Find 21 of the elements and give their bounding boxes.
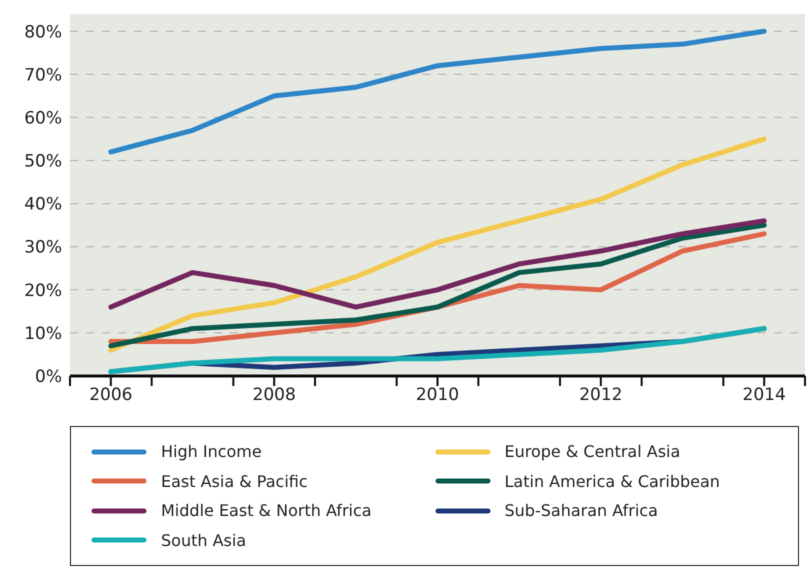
y-tick-label: 10% [24,324,62,344]
legend-label: Europe & Central Asia [504,442,680,462]
x-tick-label: 2012 [579,385,622,406]
legend-label: Latin America & Caribbean [504,472,720,491]
legend-label: Sub-Saharan Africa [504,501,658,520]
y-tick-label: 70% [24,65,62,86]
x-tick-label: 2010 [416,385,460,406]
y-tick-label: 0% [35,367,62,388]
x-tick-label: 2008 [252,385,296,406]
y-tick-label: 40% [24,194,62,215]
y-tick-label: 30% [24,238,62,258]
legend-label: South Asia [161,530,246,550]
x-tick-label: 2006 [89,385,132,406]
y-tick-label: 50% [24,152,62,172]
x-tick-label: 2014 [742,385,786,406]
y-tick-label: 80% [24,22,62,42]
y-tick-label: 60% [24,108,62,128]
y-tick-label: 20% [24,280,62,301]
legend-label: Middle East & North Africa [161,501,372,520]
legend-label: High Income [161,442,262,462]
legend-label: East Asia & Pacific [161,472,308,491]
